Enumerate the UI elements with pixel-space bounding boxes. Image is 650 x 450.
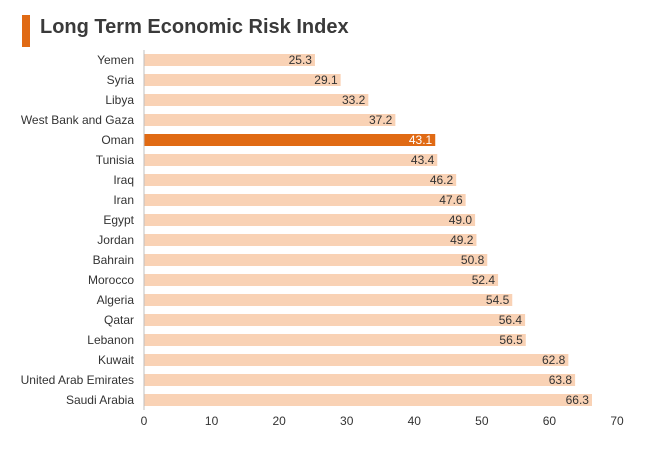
x-tick-label: 40: [408, 414, 422, 428]
data-label: 66.3: [566, 393, 590, 407]
data-label: 46.2: [430, 173, 454, 187]
bar-saudi-arabia: [144, 394, 592, 406]
category-label: Lebanon: [87, 333, 134, 347]
category-label: Saudi Arabia: [66, 393, 134, 407]
category-label: Bahrain: [93, 253, 134, 267]
x-tick-label: 0: [141, 414, 148, 428]
category-label: Qatar: [104, 313, 134, 327]
data-label: 37.2: [369, 113, 393, 127]
data-label: 33.2: [342, 93, 366, 107]
category-label: Iran: [113, 193, 134, 207]
bar-bahrain: [144, 254, 488, 266]
category-label: Syria: [107, 73, 135, 87]
category-label: Yemen: [97, 53, 134, 67]
bar-qatar: [144, 314, 526, 326]
bar-morocco: [144, 274, 499, 286]
data-label: 47.6: [439, 193, 463, 207]
bar-united-arab-emirates: [144, 374, 576, 386]
data-label: 56.5: [499, 333, 523, 347]
data-label: 43.1: [409, 133, 433, 147]
bar-iraq: [144, 174, 457, 186]
data-label: 50.8: [461, 253, 485, 267]
bar-west-bank-and-gaza: [144, 114, 396, 126]
bar-tunisia: [144, 154, 438, 166]
bar-algeria: [144, 294, 513, 306]
x-tick-label: 30: [340, 414, 354, 428]
category-label: Tunisia: [96, 153, 135, 167]
chart-title: Long Term Economic Risk Index: [40, 16, 349, 38]
category-label: Oman: [101, 133, 134, 147]
x-tick-label: 20: [272, 414, 286, 428]
data-label: 49.0: [449, 213, 473, 227]
bar-libya: [144, 94, 369, 106]
data-label: 29.1: [314, 73, 338, 87]
bar-yemen: [144, 54, 315, 66]
category-label: Libya: [105, 93, 134, 107]
data-label: 63.8: [549, 373, 573, 387]
category-label: Iraq: [113, 173, 134, 187]
data-label: 43.4: [411, 153, 435, 167]
bar-iran: [144, 194, 466, 206]
data-label: 52.4: [472, 273, 496, 287]
data-label: 54.5: [486, 293, 510, 307]
category-label: United Arab Emirates: [21, 373, 134, 387]
data-label: 56.4: [499, 313, 523, 327]
category-label: Egypt: [103, 213, 134, 227]
x-tick-label: 10: [205, 414, 219, 428]
x-tick-label: 60: [543, 414, 557, 428]
category-label: Jordan: [97, 233, 134, 247]
bar-lebanon: [144, 334, 526, 346]
x-tick-label: 70: [610, 414, 624, 428]
bar-oman: [144, 134, 436, 146]
category-label: Morocco: [88, 273, 134, 287]
bar-jordan: [144, 234, 477, 246]
data-label: 49.2: [450, 233, 474, 247]
x-tick-label: 50: [475, 414, 489, 428]
bar-syria: [144, 74, 341, 86]
data-label: 62.8: [542, 353, 566, 367]
category-label: West Bank and Gaza: [21, 113, 135, 127]
bar-egypt: [144, 214, 476, 226]
category-label: Kuwait: [98, 353, 135, 367]
title-accent-bar: [22, 15, 30, 47]
category-label: Algeria: [97, 293, 135, 307]
bar-kuwait: [144, 354, 569, 366]
data-label: 25.3: [289, 53, 313, 67]
